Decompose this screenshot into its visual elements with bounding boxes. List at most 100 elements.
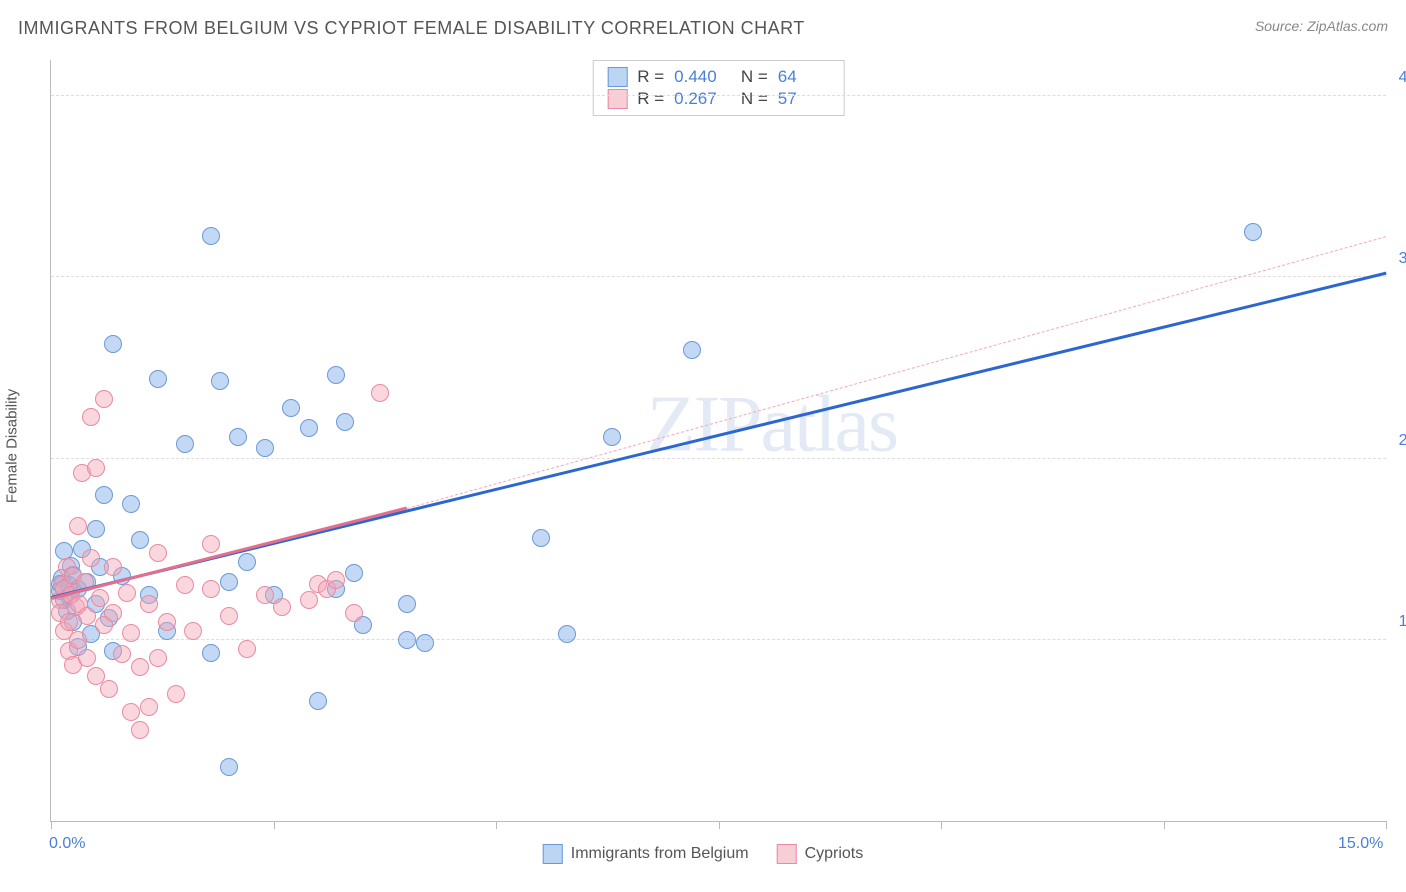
legend-label-belgium: Immigrants from Belgium (571, 845, 749, 863)
data-point (140, 698, 158, 716)
data-point (91, 589, 109, 607)
data-point (345, 604, 363, 622)
data-point (202, 580, 220, 598)
legend-label-cypriots: Cypriots (805, 845, 864, 863)
data-point (87, 520, 105, 538)
data-point (416, 634, 434, 652)
r-value-cypriots: 0.267 (674, 89, 726, 109)
gridline (51, 95, 1386, 96)
data-point (87, 459, 105, 477)
data-point (78, 649, 96, 667)
data-point (532, 529, 550, 547)
x-tick (941, 821, 942, 829)
data-point (398, 631, 416, 649)
gridline (51, 458, 1386, 459)
data-point (158, 613, 176, 631)
data-point (131, 531, 149, 549)
data-point (371, 384, 389, 402)
stats-row-belgium: R = 0.440 N = 64 (607, 67, 830, 87)
data-point (229, 428, 247, 446)
data-point (238, 640, 256, 658)
series-legend: Immigrants from Belgium Cypriots (543, 844, 864, 864)
data-point (95, 390, 113, 408)
data-point (327, 571, 345, 589)
data-point (558, 625, 576, 643)
data-point (211, 372, 229, 390)
data-point (82, 549, 100, 567)
y-tick-label: 20.0% (1399, 432, 1406, 450)
swatch-pink (607, 89, 627, 109)
data-point (220, 758, 238, 776)
x-tick (496, 821, 497, 829)
data-point (118, 584, 136, 602)
data-point (122, 495, 140, 513)
data-point (149, 370, 167, 388)
x-tick-label: 0.0% (49, 835, 85, 853)
data-point (273, 598, 291, 616)
data-point (176, 576, 194, 594)
legend-item-cypriots: Cypriots (777, 844, 864, 864)
trend-line (51, 271, 1387, 598)
data-point (256, 586, 274, 604)
data-point (82, 408, 100, 426)
swatch-blue (543, 844, 563, 864)
data-point (69, 631, 87, 649)
data-point (683, 341, 701, 359)
data-point (122, 624, 140, 642)
chart-title: IMMIGRANTS FROM BELGIUM VS CYPRIOT FEMAL… (18, 18, 805, 39)
data-point (176, 435, 194, 453)
n-value-belgium: 64 (778, 67, 830, 87)
data-point (122, 703, 140, 721)
data-point (282, 399, 300, 417)
gridline (51, 276, 1386, 277)
swatch-blue (607, 67, 627, 87)
data-point (131, 721, 149, 739)
data-point (300, 591, 318, 609)
data-point (202, 535, 220, 553)
swatch-pink (777, 844, 797, 864)
gridline (51, 639, 1386, 640)
y-axis-label: Female Disability (4, 389, 21, 503)
data-point (398, 595, 416, 613)
scatter-chart: ZIPatlas R = 0.440 N = 64 R = 0.267 N = … (50, 60, 1386, 822)
data-point (220, 573, 238, 591)
data-point (69, 517, 87, 535)
data-point (327, 366, 345, 384)
data-point (184, 622, 202, 640)
data-point (78, 607, 96, 625)
source-attribution: Source: ZipAtlas.com (1255, 18, 1388, 34)
data-point (220, 607, 238, 625)
trend-line (407, 237, 1386, 510)
correlation-stats-legend: R = 0.440 N = 64 R = 0.267 N = 57 (592, 60, 845, 116)
data-point (1244, 223, 1262, 241)
y-tick-label: 10.0% (1399, 613, 1406, 631)
data-point (309, 692, 327, 710)
data-point (202, 227, 220, 245)
x-tick-label: 15.0% (1338, 835, 1383, 853)
data-point (104, 335, 122, 353)
data-point (167, 685, 185, 703)
legend-item-belgium: Immigrants from Belgium (543, 844, 749, 864)
data-point (95, 486, 113, 504)
data-point (131, 658, 149, 676)
stats-row-cypriots: R = 0.267 N = 57 (607, 89, 830, 109)
data-point (336, 413, 354, 431)
n-value-cypriots: 57 (778, 89, 830, 109)
data-point (345, 564, 363, 582)
r-value-belgium: 0.440 (674, 67, 726, 87)
data-point (149, 544, 167, 562)
data-point (113, 645, 131, 663)
data-point (104, 604, 122, 622)
y-tick-label: 40.0% (1399, 69, 1406, 87)
data-point (256, 439, 274, 457)
data-point (603, 428, 621, 446)
y-tick-label: 30.0% (1399, 250, 1406, 268)
x-tick (274, 821, 275, 829)
data-point (238, 553, 256, 571)
data-point (202, 644, 220, 662)
data-point (104, 558, 122, 576)
data-point (140, 595, 158, 613)
data-point (149, 649, 167, 667)
x-tick (1386, 821, 1387, 829)
data-point (300, 419, 318, 437)
